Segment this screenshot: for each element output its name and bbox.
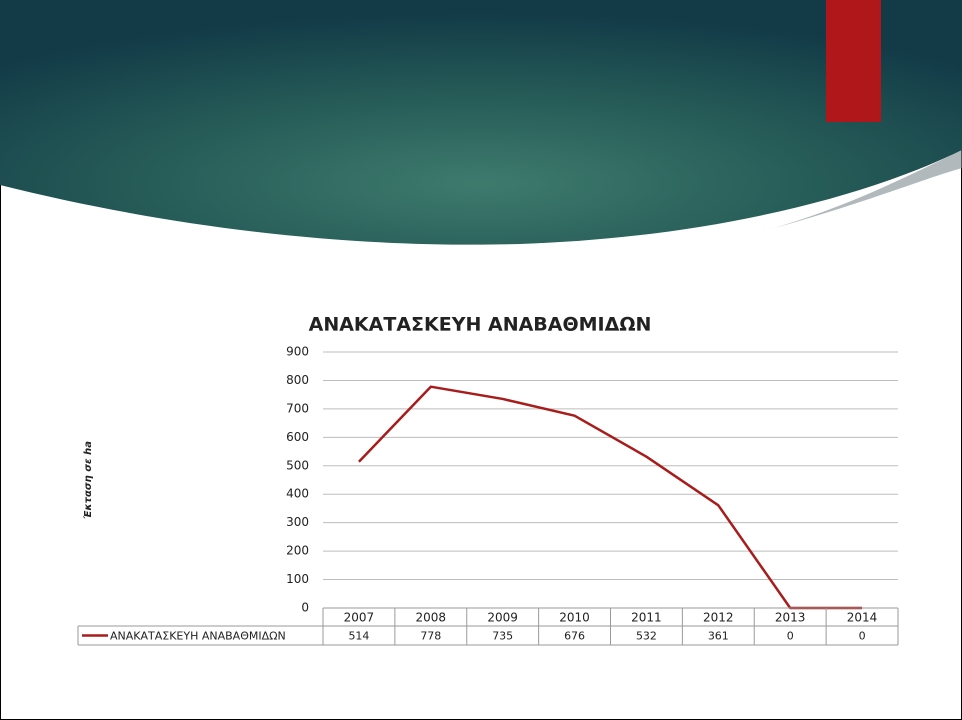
table-value: 735	[492, 630, 513, 643]
y-tick-label: 600	[286, 430, 309, 444]
table-value: 778	[420, 630, 441, 643]
y-tick-label: 300	[286, 515, 309, 529]
table-value: 0	[859, 630, 866, 643]
x-tick-label: 2008	[416, 611, 447, 625]
legend-label: ΑΝΑΚΑΤΑΣΚΕΥΗ ΑΝΑΒΑΘΜΙΔΩΝ	[110, 630, 286, 643]
x-tick-label: 2013	[775, 611, 806, 625]
accent-block	[826, 0, 881, 122]
table-value: 514	[348, 630, 369, 643]
y-tick-label: 200	[286, 544, 309, 558]
table-value: 676	[564, 630, 585, 643]
x-tick-label: 2014	[847, 611, 878, 625]
y-tick-label: 900	[286, 345, 309, 359]
x-tick-label: 2007	[344, 611, 375, 625]
y-tick-label: 0	[301, 601, 309, 615]
x-tick-label: 2011	[631, 611, 662, 625]
chart-title: ΑΝΑΚΑΤΑΣΚΕΥΗ ΑΝΑΒΑΘΜΙΔΩΝ	[309, 314, 652, 336]
x-tick-label: 2010	[559, 611, 590, 625]
y-tick-label: 500	[286, 458, 309, 472]
y-tick-label: 700	[286, 401, 309, 415]
y-tick-label: 400	[286, 487, 309, 501]
y-tick-label: 100	[286, 572, 309, 586]
y-axis-label: Έκταση σε ha	[82, 441, 94, 519]
table-value: 532	[636, 630, 657, 643]
table-value: 0	[787, 630, 794, 643]
x-tick-label: 2009	[487, 611, 518, 625]
x-tick-label: 2012	[703, 611, 734, 625]
y-tick-label: 800	[286, 373, 309, 387]
table-value: 361	[708, 630, 729, 643]
series-line	[358, 385, 863, 610]
header-band	[0, 0, 962, 245]
